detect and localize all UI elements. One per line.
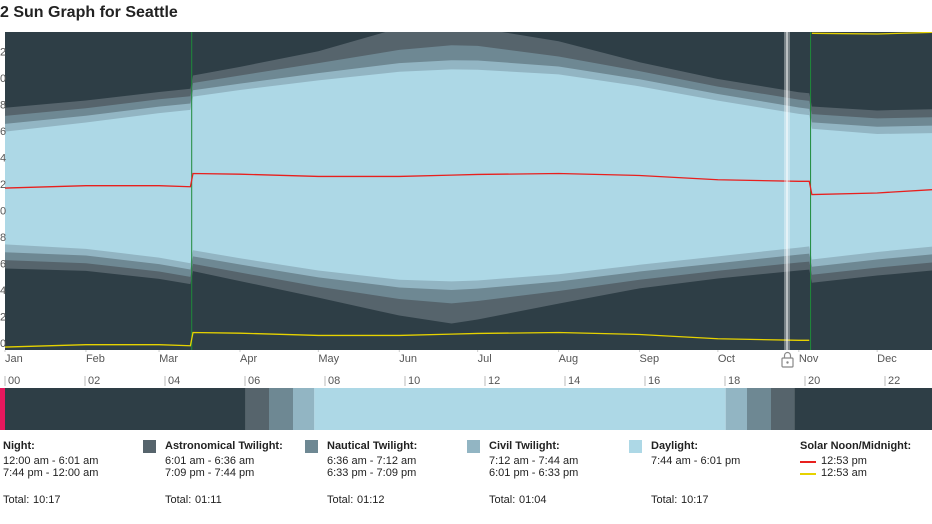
x-tick-label: Dec (877, 353, 897, 365)
x-tick-label: May (318, 353, 339, 365)
x-tick-label: Oct (718, 353, 735, 365)
x-tick-label: 06 (248, 375, 260, 387)
time-line (5, 172, 932, 196)
x-tick-label: 04 (168, 375, 180, 387)
legend-time: 12:53 am (821, 467, 867, 479)
legend-time: 6:33 pm - 7:09 pm (327, 467, 417, 479)
legend-total-label: Total: (3, 494, 30, 506)
now-marker (0, 388, 5, 430)
time-line (5, 331, 810, 348)
x-tick-label: Nov (799, 353, 819, 365)
legend-time: 6:01 pm - 6:33 pm (489, 467, 579, 479)
timeline-segment (794, 388, 932, 430)
legend-swatch (305, 440, 318, 453)
legend-line (800, 461, 816, 463)
legend-title: Civil Twilight: (489, 440, 560, 452)
legend-time: 7:44 pm - 12:00 am (3, 467, 99, 479)
lock-shackle (783, 351, 792, 358)
timeline-segment (293, 388, 315, 430)
lock-icon (781, 351, 794, 368)
x-tick-label: 10 (408, 375, 420, 387)
x-tick-label: Feb (86, 353, 105, 365)
legend-total: 01:11 (195, 494, 222, 506)
x-tick-label: 00 (8, 375, 20, 387)
legend-total-label: Total: (651, 494, 678, 506)
x-tick-label: Jun (399, 353, 417, 365)
legend-swatch (143, 440, 156, 453)
page-title: 2 Sun Graph for Seattle (0, 4, 178, 21)
x-tick-label: 02 (88, 375, 100, 387)
timeline-segment (5, 388, 246, 430)
y-tick-label: 2 (0, 179, 6, 191)
legend-title: Night: (3, 440, 35, 452)
legend-total: 01:04 (519, 494, 547, 506)
y-tick-label: 8 (0, 232, 6, 244)
y-tick-label: 0 (0, 73, 6, 85)
legend-total: 01:12 (357, 494, 385, 506)
y-tick-label: 2 (0, 46, 6, 58)
legend-time: 6:36 am - 7:12 am (327, 455, 417, 467)
legend-title: Daylight: (651, 440, 699, 452)
x-tick-label: Jul (478, 353, 492, 365)
legend-title: Nautical Twilight: (327, 440, 418, 452)
y-tick-label: 6 (0, 258, 6, 270)
y-tick-label: 4 (0, 285, 6, 297)
legend-time: 12:53 pm (821, 455, 867, 467)
x-tick-label: 12 (488, 375, 500, 387)
legend-time: 7:12 am - 7:44 am (489, 455, 579, 467)
legend-time: 6:01 am - 6:36 am (165, 455, 255, 467)
timeline-segment (725, 388, 747, 430)
y-tick-label: 4 (0, 152, 6, 164)
legend-line (800, 473, 816, 475)
legend-total-label: Total: (327, 494, 354, 506)
x-tick-label: Apr (240, 353, 257, 365)
lock-hole (786, 361, 789, 364)
y-tick-label: 0 (0, 205, 6, 217)
legend-time: 7:44 am - 6:01 pm (651, 455, 741, 467)
legend-total-label: Total: (165, 494, 192, 506)
legend-total-label: Total: (489, 494, 516, 506)
timeline-segment (747, 388, 771, 430)
x-tick-label: 18 (728, 375, 740, 387)
twilight-band (5, 69, 932, 282)
x-tick-label: Sep (640, 353, 660, 365)
timeline-segment (771, 388, 795, 430)
x-tick-label: Jan (5, 353, 23, 365)
x-tick-label: Mar (159, 353, 178, 365)
plot-area (5, 32, 932, 350)
timeline-segment (245, 388, 269, 430)
legend-time: 12:00 am - 6:01 am (3, 455, 99, 467)
timeline-segment (314, 388, 726, 430)
y-tick-label: 2 (0, 311, 6, 323)
y-tick-label: 0 (0, 338, 6, 350)
y-tick-label: 6 (0, 126, 6, 138)
x-tick-label: 08 (328, 375, 340, 387)
legend-swatch (629, 440, 642, 453)
legend-swatch (467, 440, 480, 453)
x-tick-label: 20 (808, 375, 820, 387)
timeline-segment (269, 388, 293, 430)
legend-title: Solar Noon/Midnight: (800, 440, 912, 452)
legend-title: Astronomical Twilight: (165, 440, 283, 452)
legend-time: 7:09 pm - 7:44 pm (165, 467, 255, 479)
legend-total: 10:17 (681, 494, 709, 506)
y-tick-label: 8 (0, 99, 6, 111)
legend-total: 10:17 (33, 494, 61, 506)
lock-body (781, 357, 794, 368)
x-tick-label: 14 (568, 375, 580, 387)
x-tick-label: Aug (559, 353, 579, 365)
x-tick-label: 16 (648, 375, 660, 387)
x-tick-label: 22 (888, 375, 900, 387)
time-line (811, 32, 932, 35)
